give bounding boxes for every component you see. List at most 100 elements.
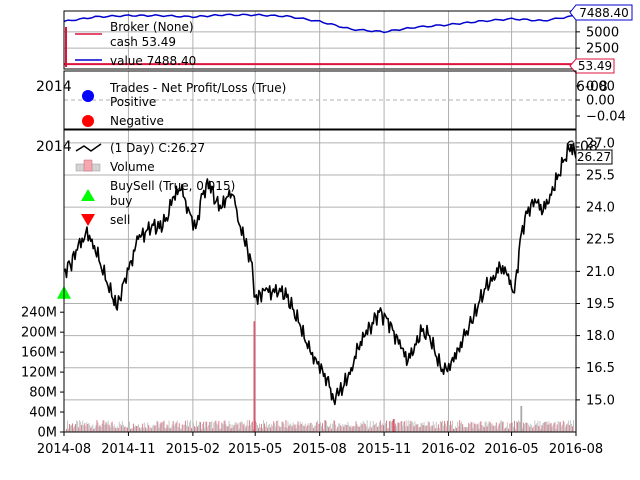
volume-bar (315, 422, 317, 432)
volume-bar (163, 420, 165, 432)
volume-bar (571, 423, 572, 432)
volume-bar (400, 421, 402, 432)
volume-bar (231, 424, 233, 432)
volume-bar (173, 425, 175, 432)
volume-bar (501, 421, 503, 432)
volume-bar (506, 422, 508, 432)
volume-bar (322, 423, 323, 432)
volume-bar (389, 421, 390, 432)
volume-bar (431, 425, 433, 432)
volume-bar (108, 424, 110, 432)
volume-bar (351, 427, 353, 432)
volume-bar (388, 427, 389, 432)
volume-bar (502, 421, 504, 432)
volume-bar (546, 421, 548, 432)
volume-bar (354, 425, 356, 432)
volume-bar (285, 420, 287, 432)
buy-legend-label: buy (110, 194, 132, 208)
volume-bar (430, 425, 432, 432)
volume-bar (207, 427, 209, 432)
volume-bar (160, 422, 162, 432)
volume-bar (330, 423, 332, 432)
volume-bar (560, 426, 562, 432)
volume-bar (224, 420, 226, 432)
volume-bar (482, 425, 484, 432)
volume-bar (71, 424, 72, 432)
volume-bar (339, 423, 341, 432)
volume-bar (371, 426, 373, 432)
volume-bar (564, 427, 566, 432)
volume-bar (420, 423, 422, 432)
x-tick-label: 2015-11 (357, 442, 411, 457)
volume-bar (195, 427, 196, 432)
volume-bar (499, 421, 501, 432)
volume-spike-bar (520, 406, 523, 432)
volume-bar (403, 422, 405, 432)
volume-bar (335, 424, 337, 432)
volume-bar (201, 428, 202, 432)
volume-y-ticks: 0M 40M 80M 120M 160M 200M 240M (21, 306, 64, 441)
volume-bar (432, 421, 434, 432)
volume-bar (270, 427, 272, 432)
close-last-tag: 26.27 (575, 149, 613, 165)
volume-bar (217, 424, 219, 432)
volume-bar (156, 420, 158, 432)
volume-y-tick-label: 240M (21, 306, 57, 321)
volume-bar (99, 425, 101, 432)
volume-bar (445, 423, 446, 432)
volume-bar (368, 426, 370, 432)
volume-bar (198, 425, 199, 432)
volume-bar (177, 427, 179, 432)
volume-bar (76, 420, 78, 432)
trades-legend: Trades - Net Profit/Loss (True) Positive… (82, 81, 286, 128)
volume-bar (353, 426, 355, 432)
volume-bar (229, 424, 231, 432)
volume-bar (417, 424, 419, 432)
volume-bar (488, 421, 490, 432)
volume-bar (429, 427, 431, 432)
volume-bar (103, 420, 105, 432)
volume-bar (367, 428, 369, 432)
volume-bar (508, 428, 509, 432)
volume-bar (533, 426, 535, 432)
volume-bar (494, 426, 496, 432)
volume-bar (186, 420, 188, 432)
volume-bar (111, 421, 113, 432)
volume-bar (468, 423, 470, 432)
volume-bar (144, 422, 146, 432)
volume-spike-bar (253, 321, 256, 432)
volume-bar (343, 426, 345, 432)
volume-bar (447, 420, 448, 432)
volume-bar (175, 422, 177, 432)
volume-bar (355, 421, 357, 432)
volume-bar (572, 426, 573, 432)
volume-bar (210, 422, 212, 432)
volume-bar (553, 422, 555, 432)
volume-bar (149, 428, 151, 432)
x-tick-label: 2016-08 (549, 442, 603, 457)
volume-bar (115, 428, 117, 432)
cash-legend-label: cash 53.49 (110, 35, 176, 49)
volume-bar (344, 424, 346, 432)
volume-y-tick-label: 120M (21, 366, 57, 381)
volume-bar (559, 421, 561, 432)
volume-bar (324, 420, 325, 432)
volume-bar (460, 423, 462, 432)
volume-bar (486, 426, 488, 432)
volume-bar (532, 427, 534, 432)
cash-last-tag: 53.49 (569, 58, 615, 74)
volume-bar (202, 423, 203, 432)
volume-bar (251, 421, 253, 432)
volume-bar (148, 425, 150, 432)
volume-bar (83, 425, 85, 432)
volume-bar (336, 428, 338, 432)
volume-bar (449, 425, 450, 432)
volume-bar (265, 426, 266, 432)
volume-bar (67, 420, 68, 432)
volume-bar (214, 421, 216, 432)
volume-bar (132, 428, 133, 432)
volume-bar (225, 424, 227, 432)
volume-bar (260, 427, 261, 432)
price-y-tick-label: 19.5 (586, 297, 615, 312)
broker-y-tick-label: 2500 (586, 42, 619, 57)
